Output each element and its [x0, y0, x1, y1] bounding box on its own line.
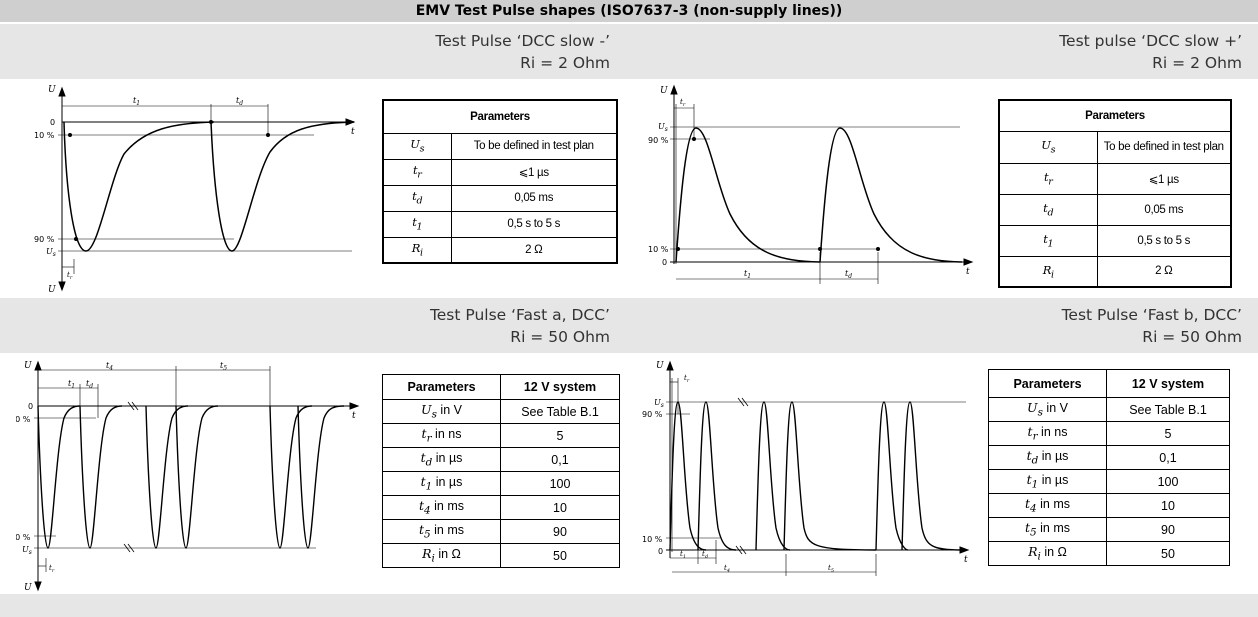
pulse-2-shape	[675, 127, 821, 263]
svg-text:t1: t1	[680, 550, 686, 560]
svg-text:Us: Us	[22, 545, 32, 556]
svg-text:td: td	[702, 550, 708, 560]
pulse-2-ri: Ri = 2 Ohm	[1152, 54, 1242, 72]
svg-text:t: t	[352, 411, 356, 421]
svg-text:td: td	[86, 379, 93, 390]
pulse-1-name: Test Pulse ‘DCC slow -’	[435, 32, 610, 50]
pulse-3-name: Test Pulse ‘Fast a, DCC’	[429, 306, 610, 324]
footer-band	[0, 594, 1258, 617]
pulse-4-figure: U t 0 10 % 90 % Us tr t1 td t4 t5	[640, 358, 980, 578]
svg-text:0: 0	[662, 258, 667, 267]
pulse-4-ri: Ri = 50 Ohm	[1142, 328, 1242, 346]
svg-text:10 %: 10 %	[642, 535, 663, 544]
svg-text:90 %: 90 %	[34, 235, 55, 244]
svg-text:U: U	[24, 583, 32, 592]
svg-text:U: U	[24, 361, 32, 371]
svg-text:tr: tr	[684, 374, 690, 384]
pulse-4-name: Test Pulse ‘Fast b, DCC’	[1061, 306, 1242, 324]
svg-text:10 %: 10 %	[16, 415, 31, 424]
svg-text:td: td	[845, 269, 852, 280]
pulse-1-parameters-table: Parameters Us To be defined in test plan …	[382, 99, 618, 264]
pulse-2-name: Test pulse ‘DCC slow +’	[1059, 32, 1242, 50]
pulse-3-figure: U U t 0 10 % 90 % Us t4 t5 t1 td tr	[16, 358, 368, 592]
svg-text:Us: Us	[654, 398, 664, 409]
pulse-4-shape	[669, 401, 707, 551]
svg-text:90 %: 90 %	[648, 136, 669, 145]
pulse-2-parameters-table: Parameters Us To be defined in test plan …	[998, 99, 1232, 288]
axis-u-label: U	[48, 85, 56, 95]
pulse-1-ri: Ri = 2 Ohm	[520, 54, 610, 72]
svg-text:t5: t5	[220, 361, 227, 372]
svg-text:t4: t4	[106, 361, 113, 372]
pulse-4-parameters-table: Parameters 12 V system Us in V See Table B…	[988, 369, 1230, 566]
svg-text:t: t	[964, 555, 968, 565]
svg-text:t5: t5	[828, 564, 834, 574]
svg-text:t: t	[966, 267, 970, 277]
svg-text:td: td	[236, 96, 243, 107]
header-band-slow	[0, 24, 1258, 79]
svg-text:90 %: 90 %	[16, 533, 31, 542]
svg-text:t1: t1	[744, 269, 751, 280]
svg-text:0: 0	[658, 547, 663, 556]
pulse-2-shape-2	[819, 127, 963, 263]
svg-text:10 %: 10 %	[648, 245, 669, 254]
svg-text:tr: tr	[67, 271, 73, 281]
axis-t-label: t	[351, 127, 355, 137]
svg-text:t4: t4	[724, 564, 730, 574]
svg-text:t1: t1	[68, 379, 75, 390]
pulse-1-shape-2	[210, 121, 355, 252]
pulse-3-shape	[37, 405, 81, 549]
svg-text:0: 0	[50, 118, 55, 127]
svg-text:90 %: 90 %	[642, 410, 663, 419]
svg-text:Us: Us	[46, 247, 56, 258]
svg-text:U: U	[656, 361, 664, 371]
pulse-3-ri: Ri = 50 Ohm	[510, 328, 610, 346]
page-title: EMV Test Pulse shapes (ISO7637-3 (non-su…	[0, 0, 1258, 22]
svg-text:0: 0	[28, 402, 33, 411]
svg-text:10 %: 10 %	[34, 131, 55, 140]
pulse-1-figure: U U t 0 10 % 90 % Us t1 td tr	[14, 84, 368, 294]
svg-text:tr: tr	[49, 564, 55, 574]
axis-u-neg-label: U	[48, 285, 56, 294]
pulse-2-figure: U t 0 10 % 90 % Us tr t1 td	[640, 84, 982, 288]
svg-text:tr: tr	[680, 98, 686, 108]
pulse-3-parameters-table: Parameters 12 V system Us in V See Table B…	[382, 374, 620, 568]
svg-text:U: U	[660, 86, 668, 96]
svg-text:Us: Us	[658, 122, 668, 133]
svg-text:t1: t1	[133, 96, 140, 107]
header-band-fast	[0, 298, 1258, 353]
pulse-1-shape	[63, 121, 215, 252]
